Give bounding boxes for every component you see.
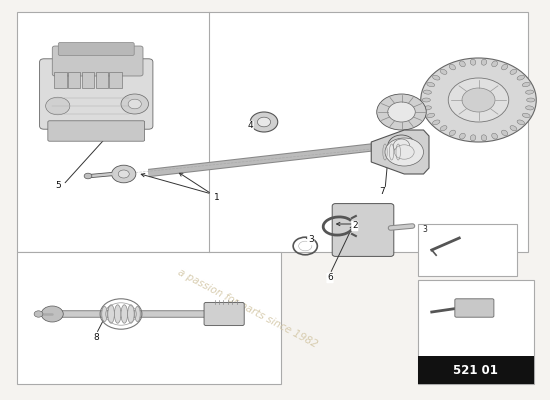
Ellipse shape bbox=[427, 82, 434, 87]
Ellipse shape bbox=[517, 75, 525, 80]
Circle shape bbox=[118, 170, 129, 178]
FancyBboxPatch shape bbox=[52, 46, 143, 76]
FancyBboxPatch shape bbox=[82, 72, 94, 88]
Ellipse shape bbox=[470, 59, 476, 65]
Ellipse shape bbox=[424, 90, 431, 94]
Text: 4: 4 bbox=[248, 122, 253, 130]
Circle shape bbox=[128, 99, 141, 109]
Ellipse shape bbox=[459, 133, 465, 139]
Ellipse shape bbox=[440, 126, 447, 131]
Circle shape bbox=[121, 94, 148, 114]
Text: 8: 8 bbox=[94, 334, 99, 342]
FancyBboxPatch shape bbox=[418, 356, 534, 384]
Ellipse shape bbox=[459, 61, 465, 67]
Circle shape bbox=[388, 102, 415, 122]
Ellipse shape bbox=[517, 120, 525, 125]
Text: 7: 7 bbox=[379, 188, 385, 196]
Ellipse shape bbox=[393, 139, 410, 153]
FancyBboxPatch shape bbox=[54, 72, 67, 88]
FancyBboxPatch shape bbox=[109, 72, 122, 88]
Ellipse shape bbox=[502, 64, 508, 70]
Ellipse shape bbox=[128, 305, 134, 323]
FancyBboxPatch shape bbox=[40, 59, 153, 129]
Text: 3: 3 bbox=[308, 236, 314, 244]
Ellipse shape bbox=[114, 305, 121, 323]
FancyBboxPatch shape bbox=[418, 224, 517, 276]
Ellipse shape bbox=[449, 130, 455, 136]
Circle shape bbox=[250, 112, 278, 132]
FancyBboxPatch shape bbox=[455, 299, 494, 317]
Ellipse shape bbox=[522, 82, 530, 87]
Circle shape bbox=[385, 138, 424, 166]
Ellipse shape bbox=[526, 106, 534, 110]
Text: a passion for parts since 1982: a passion for parts since 1982 bbox=[176, 267, 319, 349]
Ellipse shape bbox=[424, 106, 431, 110]
Ellipse shape bbox=[449, 64, 455, 70]
Ellipse shape bbox=[526, 90, 534, 94]
Text: euro
cars: euro cars bbox=[32, 265, 111, 327]
Circle shape bbox=[421, 58, 536, 142]
Circle shape bbox=[46, 97, 70, 115]
Ellipse shape bbox=[432, 75, 440, 80]
Circle shape bbox=[41, 306, 63, 322]
FancyBboxPatch shape bbox=[418, 280, 534, 384]
Ellipse shape bbox=[502, 130, 508, 136]
FancyBboxPatch shape bbox=[332, 204, 394, 256]
Circle shape bbox=[84, 173, 92, 179]
Text: 1: 1 bbox=[214, 194, 220, 202]
Circle shape bbox=[462, 88, 495, 112]
Ellipse shape bbox=[470, 135, 476, 141]
Circle shape bbox=[34, 311, 43, 317]
Ellipse shape bbox=[440, 69, 447, 74]
FancyBboxPatch shape bbox=[204, 302, 244, 326]
Ellipse shape bbox=[102, 306, 107, 322]
FancyBboxPatch shape bbox=[16, 12, 528, 252]
Ellipse shape bbox=[135, 306, 140, 322]
Ellipse shape bbox=[492, 61, 498, 67]
Ellipse shape bbox=[108, 305, 114, 323]
Ellipse shape bbox=[427, 113, 434, 118]
Circle shape bbox=[448, 78, 509, 122]
FancyBboxPatch shape bbox=[96, 72, 108, 88]
FancyBboxPatch shape bbox=[16, 252, 280, 384]
Text: 3: 3 bbox=[422, 226, 427, 234]
Circle shape bbox=[257, 117, 271, 127]
Ellipse shape bbox=[522, 113, 530, 118]
Ellipse shape bbox=[510, 69, 517, 74]
Circle shape bbox=[377, 94, 426, 130]
Text: 521 01: 521 01 bbox=[453, 364, 498, 376]
Ellipse shape bbox=[527, 98, 535, 102]
Ellipse shape bbox=[432, 120, 440, 125]
Text: 2: 2 bbox=[352, 222, 358, 230]
FancyBboxPatch shape bbox=[68, 72, 80, 88]
Ellipse shape bbox=[492, 133, 498, 139]
Text: 5: 5 bbox=[55, 182, 60, 190]
Text: 6: 6 bbox=[327, 274, 333, 282]
Ellipse shape bbox=[510, 126, 517, 131]
Circle shape bbox=[112, 165, 136, 183]
Ellipse shape bbox=[422, 98, 430, 102]
FancyBboxPatch shape bbox=[48, 121, 145, 141]
Ellipse shape bbox=[388, 135, 415, 157]
Polygon shape bbox=[371, 130, 429, 174]
Ellipse shape bbox=[121, 305, 128, 323]
Ellipse shape bbox=[481, 135, 487, 141]
Circle shape bbox=[394, 145, 414, 159]
Ellipse shape bbox=[481, 59, 487, 65]
FancyBboxPatch shape bbox=[58, 42, 134, 56]
